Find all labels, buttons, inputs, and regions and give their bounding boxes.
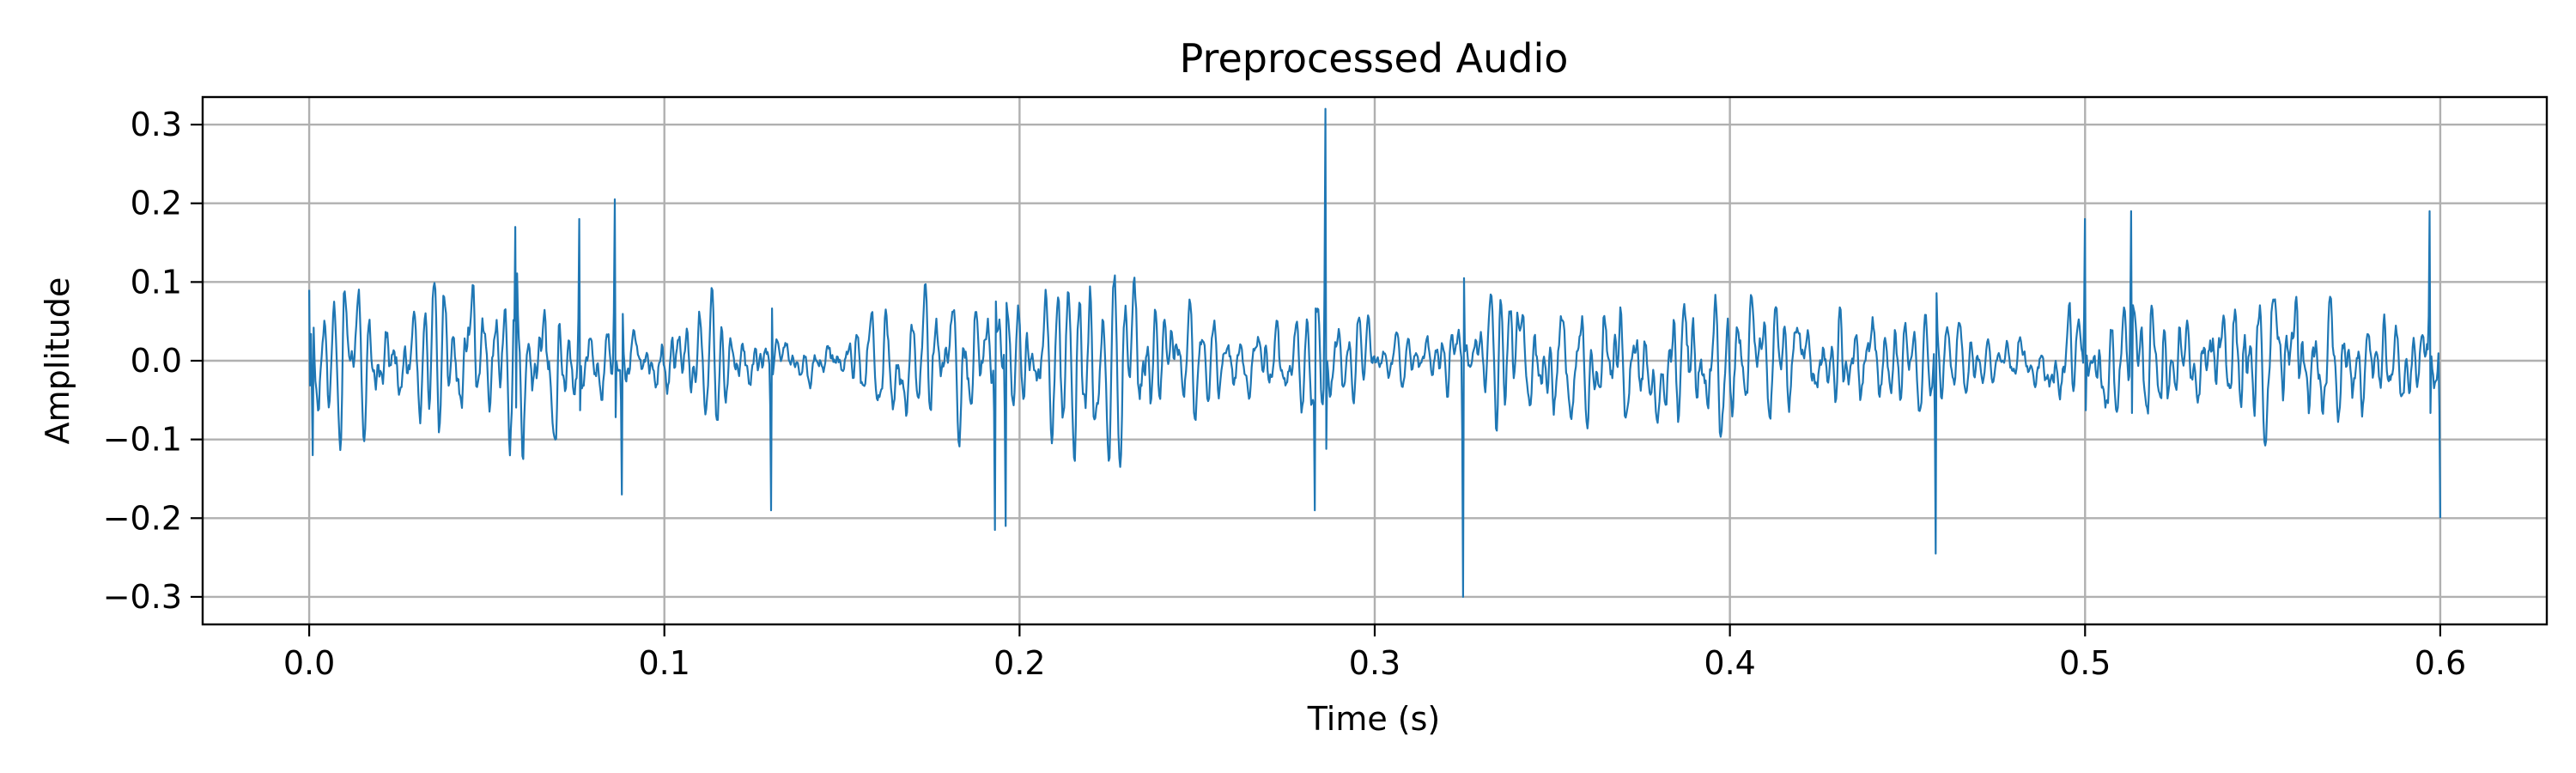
y-tick-label-0: −0.3 bbox=[103, 578, 182, 616]
y-tick-label-6: 0.3 bbox=[131, 106, 182, 143]
y-tick-label-1: −0.2 bbox=[103, 499, 182, 537]
x-tick-label-1: 0.1 bbox=[639, 644, 690, 682]
chart-title: Preprocessed Audio bbox=[1180, 35, 1569, 82]
x-tick-label-2: 0.2 bbox=[993, 644, 1045, 682]
y-tick-label-4: 0.1 bbox=[131, 263, 182, 301]
y-axis-label: Amplitude bbox=[39, 277, 76, 445]
plot-layer bbox=[308, 107, 2441, 598]
x-tick-label-3: 0.3 bbox=[1349, 644, 1400, 682]
y-tick-label-5: 0.2 bbox=[131, 185, 182, 222]
x-tick-label-6: 0.6 bbox=[2415, 644, 2466, 682]
x-tick-label-0: 0.0 bbox=[283, 644, 335, 682]
x-tick-label-4: 0.4 bbox=[1704, 644, 1755, 682]
y-tick-label-2: −0.1 bbox=[103, 421, 182, 459]
ticks-layer: 0.0 0.1 0.2 0.3 0.4 0.5 0.6 −0.3 −0.2 −0.1 0.0 0.1 0… bbox=[103, 106, 2466, 682]
y-tick-label-3: 0.0 bbox=[131, 342, 182, 380]
x-tick-label-5: 0.5 bbox=[2059, 644, 2111, 682]
waveform-line bbox=[308, 107, 2441, 598]
x-axis-label: Time (s) bbox=[1307, 700, 1441, 738]
